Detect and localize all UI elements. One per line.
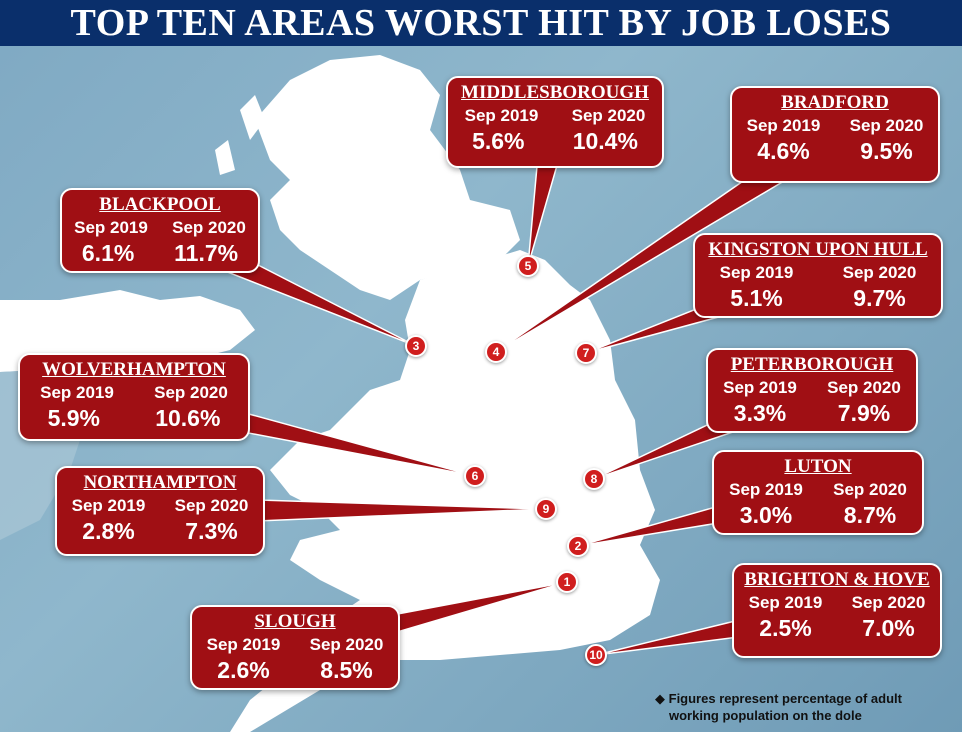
map-title: TOP TEN AREAS WORST HIT BY JOB LOSES — [70, 2, 892, 44]
year-label-2020: Sep 2020 — [309, 635, 384, 654]
area-name: PETERBOROUGH — [730, 354, 894, 375]
footnote-line2: working population on the dole — [669, 708, 862, 723]
value-2019: 5.6% — [472, 128, 525, 154]
year-label-2020: Sep 2020 — [851, 593, 926, 612]
value-2019: 2.5% — [759, 615, 812, 641]
value-2019: 3.0% — [739, 502, 793, 528]
area-name: BRADFORD — [781, 92, 889, 113]
year-label-2020: Sep 2020 — [172, 218, 246, 237]
year-label-2019: Sep 2019 — [719, 263, 794, 282]
area-box-6: WOLVERHAMPTON Sep 2019 Sep 2020 5.9% 10.6% — [18, 353, 250, 441]
year-label-2019: Sep 2019 — [729, 480, 803, 499]
value-2020: 10.6% — [155, 405, 221, 431]
area-name: BRIGHTON & HOVE — [744, 569, 930, 590]
area-box-10: BRIGHTON & HOVE Sep 2019 Sep 2020 2.5% 7.0% — [732, 563, 942, 658]
value-2020: 11.7% — [174, 240, 239, 266]
value-2020: 7.9% — [837, 400, 891, 426]
area-box-2: LUTON Sep 2019 Sep 2020 3.0% 8.7% — [712, 450, 924, 535]
marker-5: 5 — [517, 255, 539, 277]
scottish-isles — [215, 95, 265, 175]
year-label-2020: Sep 2020 — [833, 480, 907, 499]
year-label-2020: Sep 2020 — [174, 496, 249, 515]
marker-7: 7 — [575, 342, 597, 364]
value-2020: 9.7% — [853, 285, 906, 311]
year-label-2019: Sep 2019 — [723, 378, 797, 397]
year-label-2019: Sep 2019 — [746, 116, 821, 135]
year-label-2019: Sep 2019 — [748, 593, 823, 612]
year-label-2019: Sep 2019 — [71, 496, 146, 515]
year-label-2019: Sep 2019 — [40, 383, 114, 402]
area-name: BLACKPOOL — [99, 194, 221, 215]
year-label-2020: Sep 2020 — [571, 106, 646, 125]
marker-2: 2 — [567, 535, 589, 557]
marker-1: 1 — [556, 571, 578, 593]
value-2019: 6.1% — [81, 240, 135, 266]
area-name: KINGSTON UPON HULL — [708, 239, 928, 260]
value-2019: 4.6% — [757, 138, 810, 164]
value-2019: 5.9% — [47, 405, 101, 431]
year-label-2020: Sep 2020 — [827, 378, 901, 397]
year-label-2020: Sep 2020 — [849, 116, 924, 135]
year-label-2020: Sep 2020 — [842, 263, 917, 282]
area-name: WOLVERHAMPTON — [42, 359, 226, 380]
marker-3: 3 — [405, 335, 427, 357]
marker-10: 10 — [585, 644, 607, 666]
value-2019: 2.6% — [217, 657, 270, 683]
value-2019: 5.1% — [730, 285, 783, 311]
marker-9: 9 — [535, 498, 557, 520]
value-2020: 10.4% — [572, 128, 638, 154]
marker-6: 6 — [464, 465, 486, 487]
diamond-icon: ◆ — [655, 691, 665, 706]
area-box-4: BRADFORD Sep 2019 Sep 2020 4.6% 9.5% — [730, 86, 940, 183]
year-label-2019: Sep 2019 — [74, 218, 148, 237]
area-box-3: BLACKPOOL Sep 2019 Sep 2020 6.1% 11.7% — [60, 188, 260, 273]
area-name: NORTHAMPTON — [83, 472, 237, 493]
area-name: LUTON — [784, 456, 852, 477]
area-box-8: PETERBOROUGH Sep 2019 Sep 2020 3.3% 7.9% — [706, 348, 918, 433]
value-2020: 8.7% — [843, 502, 897, 528]
title-banner: TOP TEN AREAS WORST HIT BY JOB LOSES — [0, 0, 962, 46]
value-2020: 7.0% — [862, 615, 915, 641]
area-name: SLOUGH — [254, 611, 336, 632]
area-box-1: SLOUGH Sep 2019 Sep 2020 2.6% 8.5% — [190, 605, 400, 690]
year-label-2020: Sep 2020 — [154, 383, 228, 402]
area-name: MIDDLESBOROUGH — [461, 82, 649, 103]
year-label-2019: Sep 2019 — [206, 635, 281, 654]
area-box-5: MIDDLESBOROUGH Sep 2019 Sep 2020 5.6% 10.4% — [446, 76, 664, 168]
value-2020: 9.5% — [860, 138, 913, 164]
area-box-7: KINGSTON UPON HULL Sep 2019 Sep 2020 5.1% 9.… — [693, 233, 943, 318]
footnote-line1: Figures represent percentage of adult — [668, 691, 902, 706]
area-box-9: NORTHAMPTON Sep 2019 Sep 2020 2.8% 7.3% — [55, 466, 265, 556]
value-2020: 8.5% — [320, 657, 373, 683]
value-2020: 7.3% — [185, 518, 238, 544]
value-2019: 3.3% — [733, 400, 787, 426]
year-label-2019: Sep 2019 — [464, 106, 539, 125]
value-2019: 2.8% — [82, 518, 135, 544]
marker-8: 8 — [583, 468, 605, 490]
footnote: ◆ Figures represent percentage of adult … — [655, 690, 955, 724]
marker-4: 4 — [485, 341, 507, 363]
